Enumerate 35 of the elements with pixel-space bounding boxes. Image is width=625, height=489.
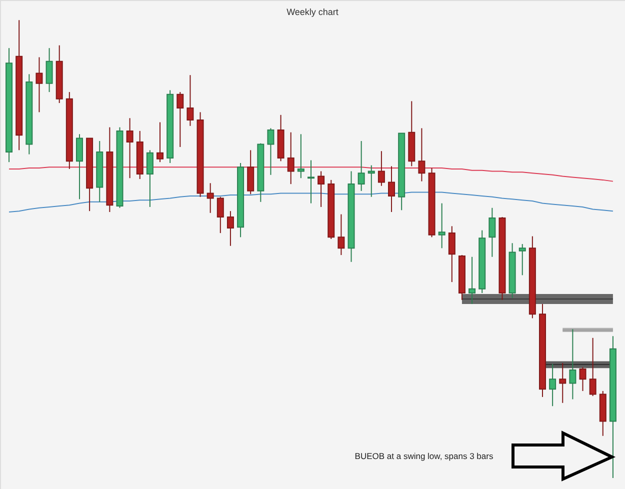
candlestick	[146, 150, 154, 208]
candlestick	[418, 128, 426, 182]
candlestick	[307, 160, 314, 204]
candlestick	[216, 196, 224, 234]
candlestick	[368, 164, 375, 198]
candlestick	[358, 140, 365, 192]
annotation: BUEOB at a swing low, spans 3 bars	[354, 451, 494, 461]
candlestick	[438, 202, 446, 249]
candlestick	[46, 48, 53, 93]
candlestick	[287, 132, 294, 185]
chart-title: Weekly chart	[286, 7, 339, 17]
candlestick	[488, 207, 496, 258]
candlestick	[448, 226, 456, 283]
candlestick	[297, 134, 304, 179]
candlestick	[378, 150, 385, 186]
candlestick	[126, 118, 134, 179]
candlestick	[589, 337, 596, 397]
candlestick	[267, 128, 274, 176]
candlestick	[468, 256, 476, 305]
candlestick	[186, 74, 194, 126]
candlestick	[338, 214, 345, 256]
candlestick	[226, 210, 234, 246]
candlestick	[36, 56, 43, 113]
candlestick	[518, 244, 526, 276]
candlestick	[388, 166, 396, 212]
candlestick	[176, 92, 184, 148]
candlestick	[559, 362, 566, 404]
candlestick	[156, 122, 164, 163]
candlestick	[549, 364, 556, 407]
candlestick	[318, 170, 325, 208]
candlestick	[579, 366, 586, 392]
candlestick	[206, 182, 214, 214]
candlestick	[76, 134, 83, 200]
candlestick	[247, 150, 254, 195]
candlestick	[569, 328, 576, 400]
